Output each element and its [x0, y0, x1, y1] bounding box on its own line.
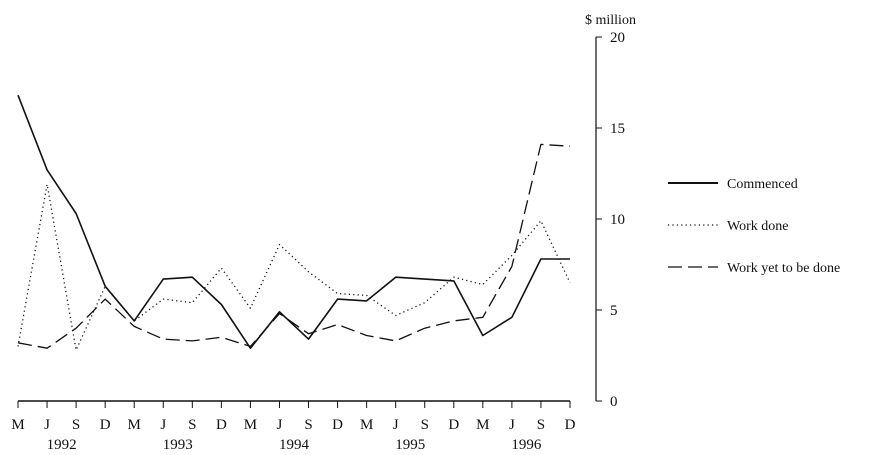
x-tick-label: M [476, 417, 489, 433]
x-tick-label: S [421, 417, 429, 433]
x-tick-label: J [44, 417, 50, 433]
x-tick-label: M [128, 417, 141, 433]
x-tick-label: M [244, 417, 257, 433]
legend-label-1: Commenced [727, 177, 798, 192]
y-axis-unit-label: $ million [585, 13, 636, 28]
year-label: 1992 [47, 437, 77, 453]
x-tick-label: S [304, 417, 312, 433]
x-tick-label: S [188, 417, 196, 433]
series-line-3 [17, 143, 571, 349]
legend: Commenced Work done Work yet to be done [668, 177, 840, 276]
x-tick-label: J [509, 417, 515, 433]
series-group [17, 94, 571, 351]
x-tick-label: J [160, 417, 166, 433]
x-tick-label: J [393, 417, 399, 433]
year-label: 1996 [511, 437, 542, 453]
x-tick-label: D [448, 417, 459, 433]
x-tick-label: J [277, 417, 283, 433]
year-label: 1994 [279, 437, 310, 453]
x-tick-label: D [100, 417, 111, 433]
year-label: 1993 [163, 437, 193, 453]
x-tick-label: D [565, 417, 576, 433]
x-tick-label: S [537, 417, 545, 433]
y-tick-label: 15 [610, 121, 625, 137]
axes: M J S D M J S D M J S D M J S D M J S D 1992 1993 1994 1995 1996… [11, 13, 636, 453]
x-tick-label: D [332, 417, 343, 433]
x-tick-label: M [360, 417, 373, 433]
x-tick-label: S [72, 417, 80, 433]
x-tick-label: M [11, 417, 24, 433]
y-tick-label: 20 [610, 30, 625, 46]
legend-label-3: Work yet to be done [727, 261, 840, 276]
y-tick-label: 5 [610, 303, 618, 319]
x-tick-label: D [216, 417, 227, 433]
y-tick-label: 0 [610, 394, 618, 410]
series-line-1 [17, 94, 570, 349]
year-label: 1995 [395, 437, 425, 453]
y-tick-label: 10 [610, 212, 625, 228]
legend-label-2: Work done [727, 219, 788, 234]
series-line-2 [17, 183, 571, 351]
